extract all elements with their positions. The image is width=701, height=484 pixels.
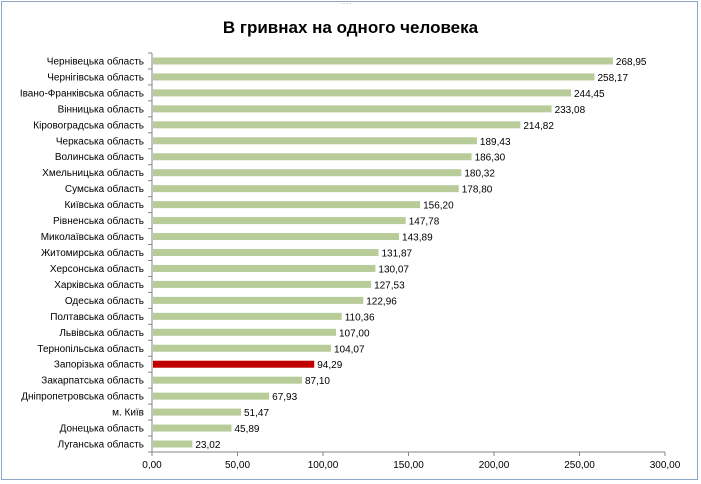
bar[interactable]	[153, 280, 372, 288]
bar[interactable]	[153, 73, 595, 81]
category-label: Харківська область	[54, 279, 144, 291]
data-label: 131,87	[381, 249, 412, 260]
data-label: 233,08	[555, 105, 586, 116]
data-label: 23,02	[195, 440, 220, 451]
data-label: 143,89	[402, 233, 433, 244]
x-tick-label: 0,00	[142, 460, 162, 471]
data-label: 110,36	[345, 312, 375, 323]
data-label: 214,82	[523, 121, 554, 132]
bar[interactable]	[153, 89, 572, 97]
data-label: 258,17	[597, 73, 628, 84]
category-label: Кіровоградська область	[33, 119, 144, 131]
data-label: 104,07	[334, 344, 365, 355]
data-label: 94,29	[317, 360, 342, 371]
bar[interactable]	[153, 185, 459, 193]
category-label: Рівненська область	[53, 215, 144, 227]
category-label: Херсонська область	[50, 263, 144, 275]
data-label: 87,10	[305, 376, 330, 387]
bar[interactable]	[153, 233, 400, 241]
category-label: Черкаська область	[56, 135, 144, 147]
bar[interactable]	[153, 264, 376, 272]
category-label: Миколаївська область	[41, 231, 144, 243]
bar[interactable]	[153, 424, 232, 432]
data-label: 156,20	[423, 201, 454, 212]
category-label: Чернівецька область	[47, 55, 144, 67]
category-label: Івано-Франківська область	[20, 87, 144, 99]
data-label: 147,78	[409, 217, 440, 228]
bar[interactable]	[153, 153, 472, 161]
data-label: 178,80	[462, 185, 493, 196]
category-label: Дніпропетровська область	[21, 391, 144, 403]
bar[interactable]	[153, 169, 462, 177]
data-label: 45,89	[234, 424, 259, 435]
bar[interactable]	[153, 408, 242, 416]
category-label: Запорізька область	[54, 359, 144, 371]
category-label: Львівська область	[59, 327, 144, 339]
bar[interactable]	[153, 57, 613, 65]
x-tick-label: 100,00	[308, 460, 339, 471]
bar[interactable]	[153, 376, 302, 384]
bar[interactable]	[153, 137, 477, 145]
resize-handle-top[interactable]: ····	[341, 0, 352, 8]
category-label: м. Київ	[112, 408, 144, 419]
category-label: Тернопільська область	[37, 343, 144, 355]
category-label: Чернігівська область	[47, 71, 144, 83]
category-label: Київська область	[64, 199, 144, 211]
bar[interactable]	[153, 360, 315, 368]
category-label: Луганська область	[58, 439, 144, 451]
bar[interactable]	[153, 296, 364, 304]
bar[interactable]	[153, 328, 336, 336]
x-tick-label: 200,00	[479, 460, 510, 471]
category-label: Житомирська область	[41, 247, 144, 259]
bar[interactable]	[153, 105, 552, 113]
bar[interactable]	[153, 344, 331, 352]
data-label: 122,96	[366, 296, 397, 307]
category-label: Сумська область	[65, 183, 144, 195]
x-tick-label: 300,00	[650, 460, 681, 471]
chart-title: В гривнах на одного человека	[222, 18, 479, 37]
bar[interactable]	[153, 392, 270, 400]
data-label: 130,07	[378, 264, 409, 275]
resize-handle-bottom[interactable]: ····	[341, 475, 352, 484]
bar[interactable]	[153, 217, 406, 225]
bar[interactable]	[153, 249, 379, 256]
data-label: 180,32	[464, 169, 495, 180]
category-label: Волинська область	[55, 151, 144, 163]
bar[interactable]	[153, 440, 193, 448]
category-label: Вінницька область	[58, 103, 144, 115]
data-label: 244,45	[574, 89, 605, 100]
bar[interactable]	[153, 201, 421, 209]
data-label: 127,53	[374, 280, 405, 291]
category-label: Одеська область	[65, 295, 144, 307]
data-label: 268,95	[616, 57, 647, 68]
category-label: Закарпатська область	[41, 375, 144, 387]
category-label: Полтавська область	[50, 311, 144, 323]
category-label: Донецька область	[60, 423, 144, 435]
category-label: Хмельницька область	[42, 167, 144, 179]
data-label: 51,47	[244, 408, 269, 419]
x-tick-label: 250,00	[564, 460, 595, 471]
data-label: 107,00	[339, 328, 370, 339]
x-tick-label: 150,00	[393, 460, 424, 471]
data-label: 189,43	[480, 137, 511, 148]
data-label: 67,93	[272, 392, 297, 403]
x-tick-label: 50,00	[225, 460, 250, 471]
bar[interactable]	[153, 121, 521, 129]
bar[interactable]	[153, 312, 342, 320]
data-label: 186,30	[475, 153, 506, 164]
